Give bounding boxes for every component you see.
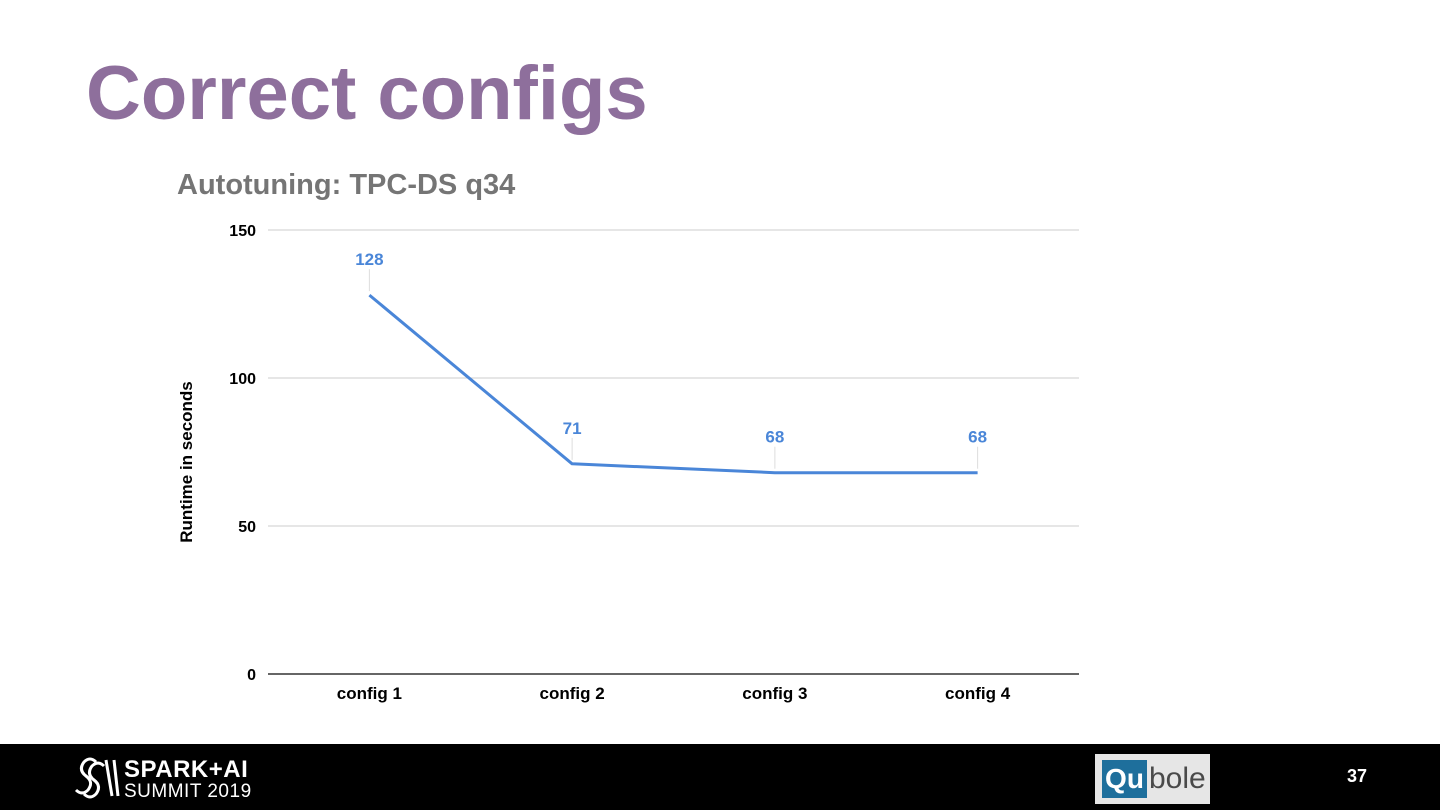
line-chart: Autotuning: TPC-DS q34 Runtime in second… <box>177 169 1079 703</box>
chart-title: Autotuning: TPC-DS q34 <box>177 169 515 201</box>
event-logo-line1: SPARK+AI <box>124 756 249 783</box>
y-axis-ticks: 0 50 100 150 <box>229 223 256 684</box>
data-label-2: 71 <box>563 419 582 438</box>
y-tick-label-0: 0 <box>247 667 256 684</box>
y-axis-label: Runtime in seconds <box>177 381 196 543</box>
x-tick-label-3: config 3 <box>742 684 807 703</box>
x-tick-label-2: config 2 <box>540 684 605 703</box>
data-labels: 128 71 68 68 <box>355 250 987 469</box>
y-tick-label-100: 100 <box>229 371 256 388</box>
spark-ai-summit-logo: SPARK+AI SUMMIT 2019 <box>72 756 272 802</box>
data-label-4: 68 <box>968 428 987 447</box>
qubole-logo-text: bole <box>1149 762 1206 795</box>
qubole-logo: Qu bole <box>1095 754 1210 804</box>
data-label-3: 68 <box>765 428 784 447</box>
y-tick-label-50: 50 <box>238 519 256 536</box>
spark-summit-icon <box>74 757 120 799</box>
x-axis-ticks: config 1 config 2 config 3 config 4 <box>337 684 1011 703</box>
y-tick-label-150: 150 <box>229 223 256 240</box>
qubole-logo-mark: Qu <box>1102 760 1147 798</box>
gridlines <box>268 229 1079 675</box>
data-label-1: 128 <box>355 250 383 269</box>
footer-bar: SPARK+AI SUMMIT 2019 Qu bole 37 <box>0 744 1440 810</box>
series-line <box>368 293 978 475</box>
series-group <box>368 293 978 475</box>
slide-title: Correct configs <box>86 51 648 136</box>
page-number: 37 <box>1346 766 1368 786</box>
x-tick-label-4: config 4 <box>945 684 1011 703</box>
event-logo-line2: SUMMIT 2019 <box>124 781 252 802</box>
x-tick-label-1: config 1 <box>337 684 402 703</box>
